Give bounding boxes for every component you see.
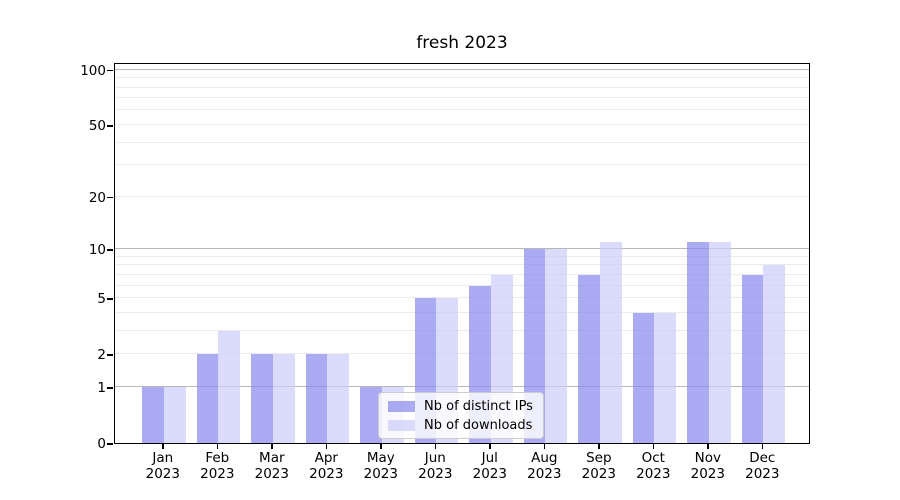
legend-swatch-distinct-ips xyxy=(388,401,415,412)
gridline-minor-9 xyxy=(115,255,809,257)
x-tick-label-apr: Apr 2023 xyxy=(309,450,344,482)
plot-area: Nb of distinct IPs Nb of downloads xyxy=(114,63,810,444)
x-tick-label-jun: Jun 2023 xyxy=(418,450,453,482)
y-tick-label-5: 5 xyxy=(97,291,106,308)
gridline-minor-6 xyxy=(115,284,809,286)
x-tick-feb xyxy=(216,444,219,449)
bar-jan-downloads xyxy=(163,386,186,443)
gridline-minor-60 xyxy=(115,109,809,111)
gridline-minor-40 xyxy=(115,141,809,143)
y-tick-label-0: 0 xyxy=(97,436,106,452)
x-tick-oct xyxy=(652,444,655,449)
y-tick-0 xyxy=(107,443,113,445)
x-tick-mar xyxy=(271,444,273,449)
y-tick-label-100: 100 xyxy=(80,62,106,79)
y-tick-label-2: 2 xyxy=(97,347,106,364)
x-tick-sep xyxy=(598,444,600,449)
bar-apr-distinct-ips xyxy=(305,354,328,443)
bar-mar-downloads xyxy=(272,354,295,443)
y-tick-label-50: 50 xyxy=(88,117,106,134)
bar-jan-distinct-ips xyxy=(142,386,164,443)
x-tick-label-aug: Aug 2023 xyxy=(527,450,562,482)
gridline-minor-5 xyxy=(115,297,809,299)
x-tick-label-oct: Oct 2023 xyxy=(636,450,671,482)
legend: Nb of distinct IPs Nb of downloads xyxy=(378,392,544,439)
bar-sep-downloads xyxy=(599,241,622,443)
gridline-major-1 xyxy=(115,385,809,387)
legend-item-distinct-ips: Nb of distinct IPs xyxy=(388,399,534,414)
x-tick-label-sep: Sep 2023 xyxy=(581,450,616,482)
x-tick-dec xyxy=(761,444,764,449)
gridline-minor-4 xyxy=(115,311,809,313)
gridline-minor-7 xyxy=(115,273,809,275)
x-tick-label-dec: Dec 2023 xyxy=(745,450,780,482)
bar-nov-downloads xyxy=(708,241,731,443)
x-tick-label-jul: Jul 2023 xyxy=(472,450,507,482)
bar-dec-downloads xyxy=(763,265,786,443)
bar-dec-distinct-ips xyxy=(741,274,764,443)
legend-item-downloads: Nb of downloads xyxy=(388,418,534,433)
bar-feb-downloads xyxy=(218,330,241,443)
x-tick-label-feb: Feb 2023 xyxy=(200,450,235,482)
gridline-minor-70 xyxy=(115,97,809,99)
bar-apr-downloads xyxy=(327,354,350,443)
legend-label-distinct-ips: Nb of distinct IPs xyxy=(424,399,533,414)
x-tick-jan xyxy=(162,444,164,449)
y-tick-1 xyxy=(107,387,113,389)
legend-swatch-downloads xyxy=(388,420,415,431)
y-tick-10 xyxy=(107,249,113,251)
bar-aug-downloads xyxy=(545,249,568,443)
gridline-minor-2 xyxy=(115,353,809,355)
x-tick-label-nov: Nov 2023 xyxy=(690,450,725,482)
gridline-minor-3 xyxy=(115,329,809,331)
bar-sep-distinct-ips xyxy=(578,274,600,443)
y-tick-label-10: 10 xyxy=(88,242,106,258)
bar-nov-distinct-ips xyxy=(687,241,709,443)
x-tick-jun xyxy=(434,444,437,449)
gridline-major-100 xyxy=(115,68,809,70)
chart-title: fresh 2023 xyxy=(416,33,508,53)
y-tick-5 xyxy=(107,298,113,300)
y-tick-2 xyxy=(107,354,113,356)
gridline-minor-80 xyxy=(115,86,809,88)
y-tick-100 xyxy=(107,69,113,72)
y-tick-label-1: 1 xyxy=(97,379,106,396)
gridline-minor-20 xyxy=(115,195,809,197)
x-tick-may xyxy=(380,444,382,449)
x-tick-label-may: May 2023 xyxy=(363,450,398,482)
y-tick-label-20: 20 xyxy=(88,189,106,206)
bar-mar-distinct-ips xyxy=(251,354,273,443)
x-tick-nov xyxy=(707,444,709,449)
gridline-minor-90 xyxy=(115,77,809,79)
x-tick-label-jan: Jan 2023 xyxy=(145,450,180,482)
y-tick-20 xyxy=(107,196,113,199)
bar-may-distinct-ips xyxy=(360,386,382,443)
gridline-minor-8 xyxy=(115,264,809,266)
gridline-minor-30 xyxy=(115,164,809,166)
gridline-minor-50 xyxy=(115,123,809,125)
x-tick-aug xyxy=(543,444,546,449)
bar-oct-distinct-ips xyxy=(632,312,655,443)
x-tick-jul xyxy=(489,444,491,449)
y-tick-50 xyxy=(107,125,113,127)
bar-oct-downloads xyxy=(654,312,677,443)
bar-feb-distinct-ips xyxy=(196,354,219,443)
x-tick-apr xyxy=(325,444,328,449)
gridline-major-10 xyxy=(115,248,809,250)
legend-label-downloads: Nb of downloads xyxy=(424,418,533,433)
x-tick-label-mar: Mar 2023 xyxy=(254,450,289,482)
